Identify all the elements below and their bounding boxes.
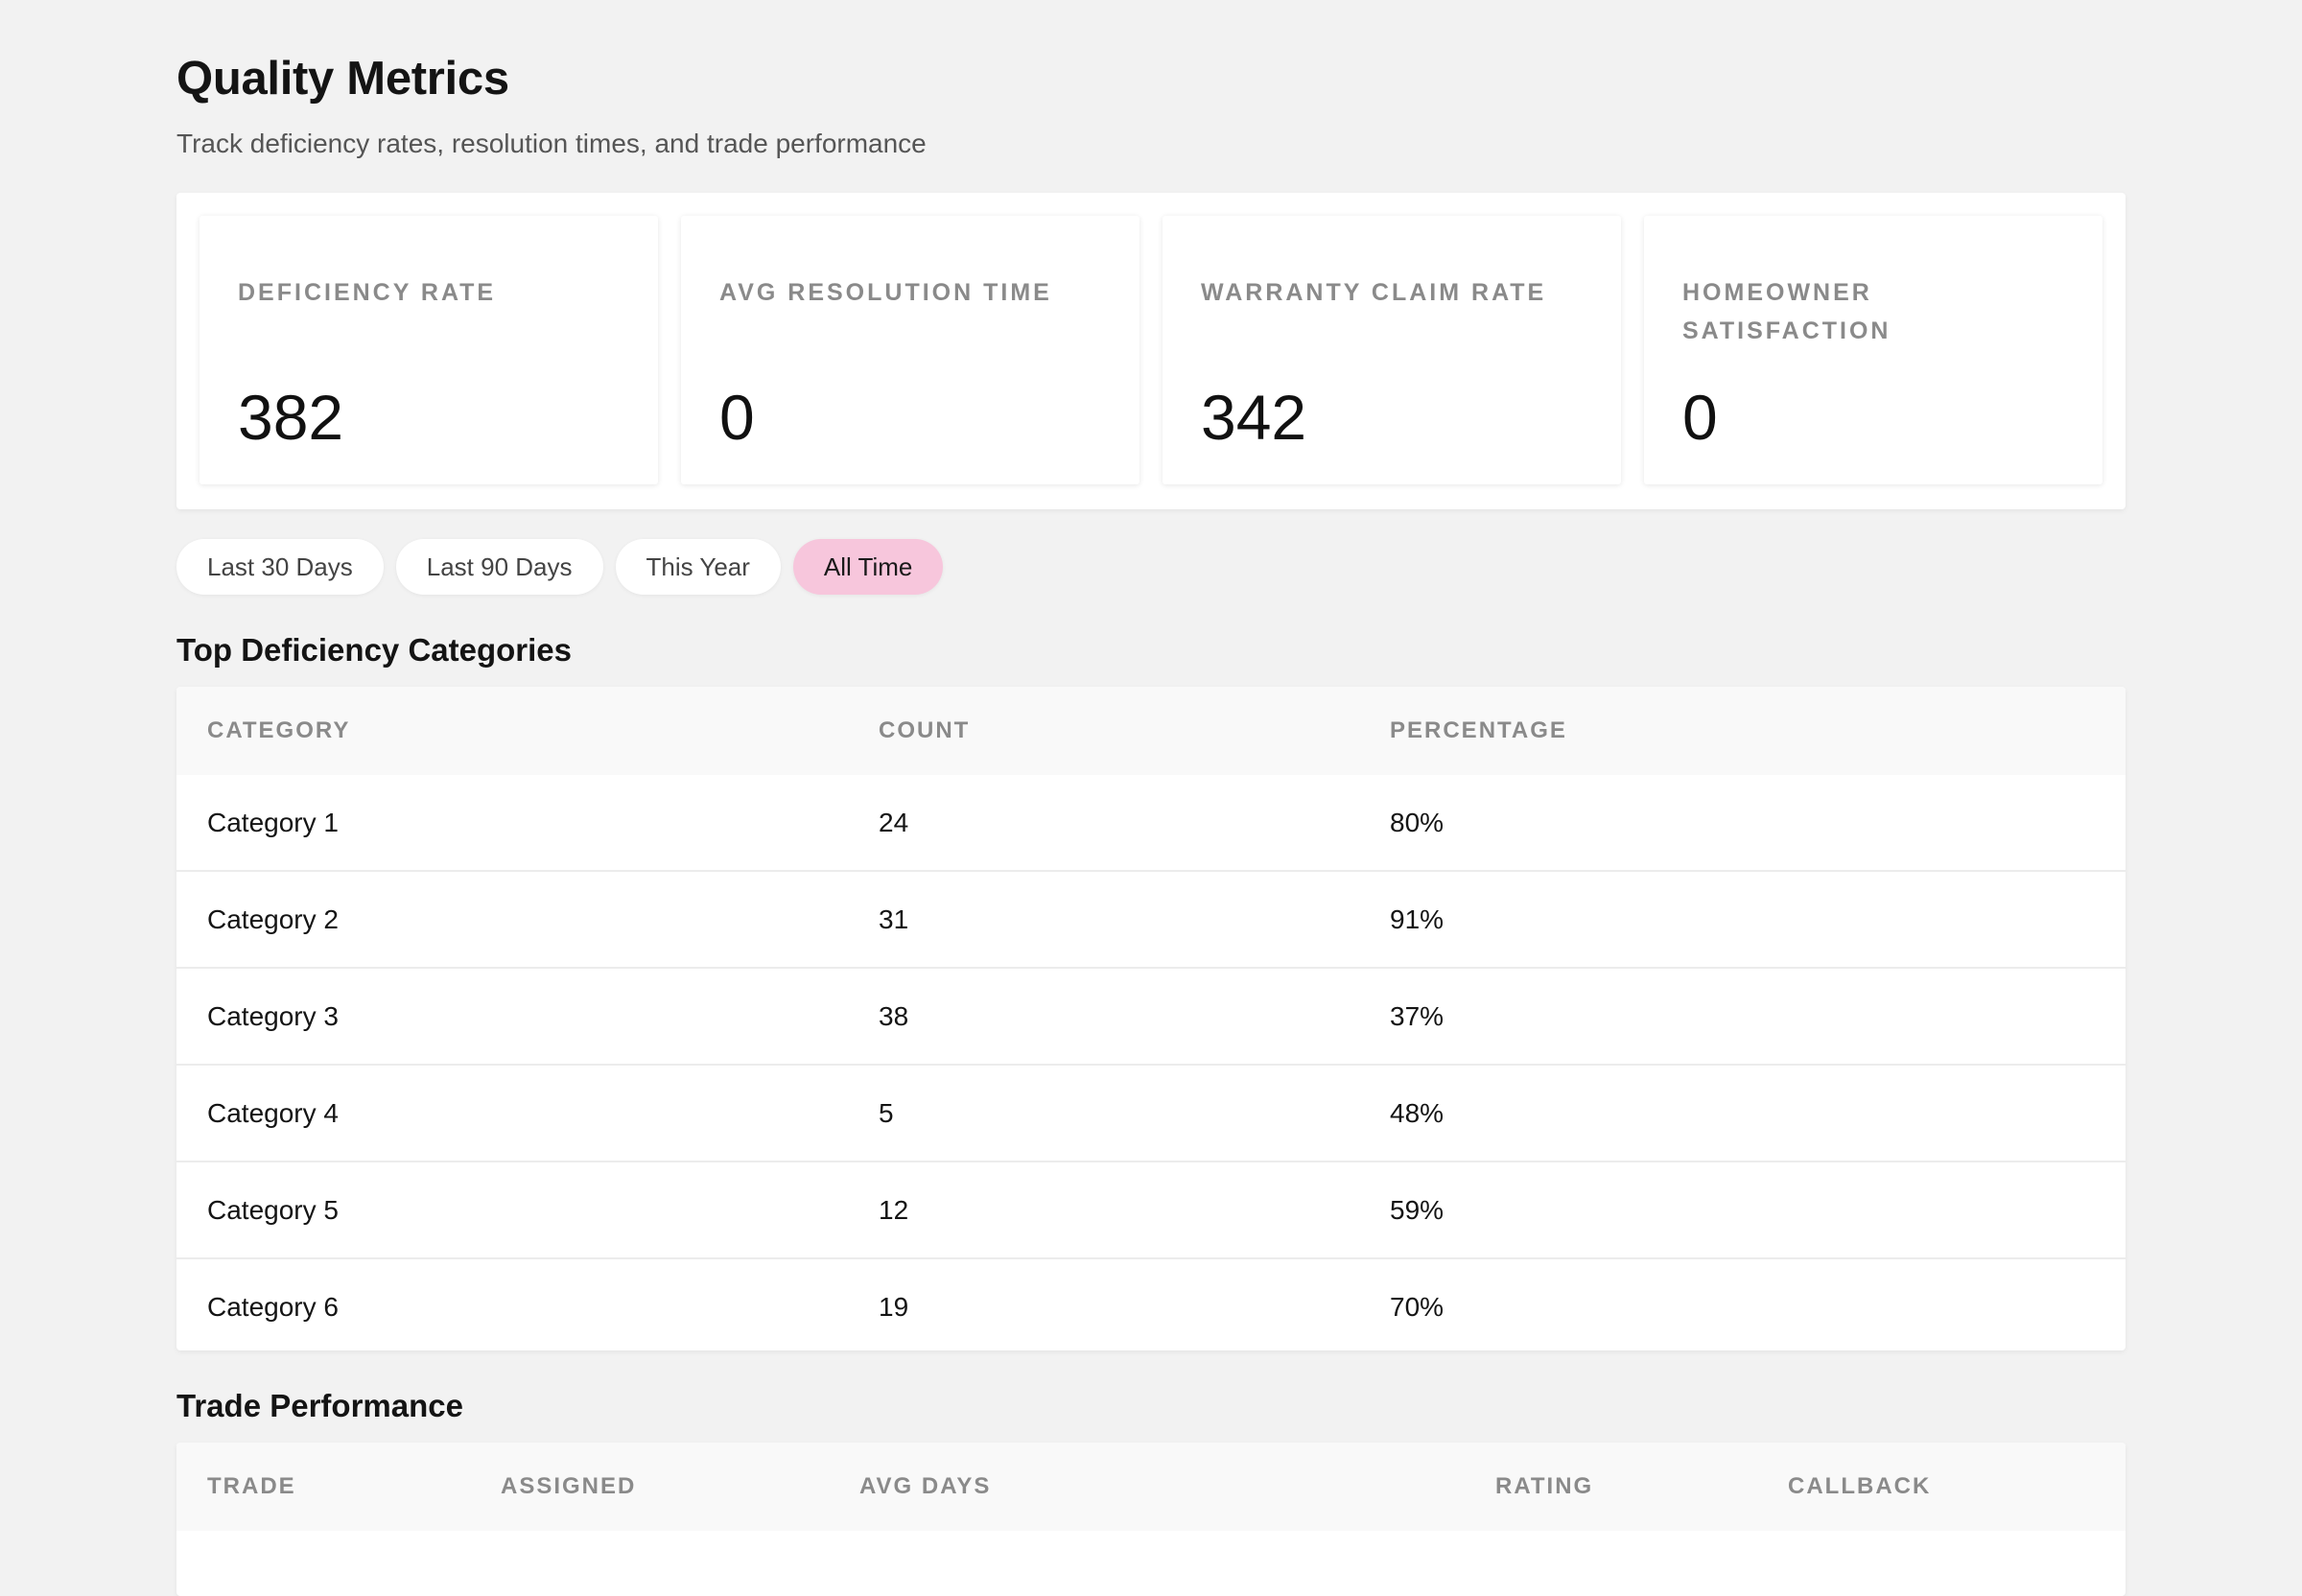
column-header-assigned[interactable]: ASSIGNED	[470, 1443, 829, 1531]
cell-count: 24	[879, 807, 909, 837]
cell-category: Category 2	[176, 870, 848, 968]
cell-category: Category 6	[176, 1257, 848, 1350]
cell-percentage: 91%	[1359, 870, 2126, 968]
table-row[interactable]: Category 4 5 48%	[176, 1064, 2126, 1162]
column-header-percentage[interactable]: PERCENTAGE	[1359, 687, 2126, 775]
cell-percentage: 80%	[1390, 807, 1445, 837]
table-header-row: CATEGORY COUNT PERCENTAGE	[176, 687, 2126, 775]
cell-percentage: 37%	[1359, 967, 2126, 1065]
metric-value: 382	[238, 382, 344, 453]
table-row[interactable]: Category 5 12 59%	[176, 1161, 2126, 1258]
section-title-trades: Trade Performance	[176, 1388, 463, 1423]
filter-last-30-days[interactable]: Last 30 Days	[176, 539, 384, 595]
metric-value: 0	[719, 382, 755, 453]
column-header-category[interactable]: CATEGORY	[176, 687, 848, 775]
filter-this-year[interactable]: This Year	[615, 539, 781, 595]
metric-card-avg-resolution-time: AVG RESOLUTION TIME 0	[681, 216, 1139, 484]
column-header-rating[interactable]: RATING	[1465, 1443, 1757, 1531]
metric-label: HOMEOWNER SATISFACTION	[1682, 279, 1891, 344]
table-row[interactable]: Category 6 19 70%	[176, 1257, 2126, 1350]
cell-count: 31	[848, 870, 1359, 968]
metric-label: DEFICIENCY RATE	[238, 279, 497, 306]
column-header-count[interactable]: COUNT	[848, 687, 1359, 775]
metric-value: 342	[1201, 382, 1307, 453]
metric-value: 0	[1682, 382, 1718, 453]
section-title-categories: Top Deficiency Categories	[176, 632, 573, 668]
cell-count: 5	[848, 1064, 1359, 1162]
column-header-trade[interactable]: TRADE	[176, 1443, 470, 1531]
filter-all-time[interactable]: All Time	[792, 539, 944, 595]
cell-percentage: 48%	[1359, 1064, 2126, 1162]
date-range-filters: Last 30 Days Last 90 Days This Year All …	[176, 539, 944, 595]
deficiency-categories-table: CATEGORY COUNT PERCENTAGE Category 1 24 …	[176, 687, 2126, 1350]
column-header-callback[interactable]: CALLBACK	[1757, 1443, 2126, 1531]
cell-category: Category 5	[176, 1161, 848, 1258]
page-title: Quality Metrics	[176, 53, 509, 105]
cell-count: 19	[848, 1257, 1359, 1350]
cell-percentage: 59%	[1359, 1161, 2126, 1258]
trade-performance-table: TRADE ASSIGNED AVG DAYS RATING CALLBACK	[176, 1443, 2126, 1596]
cell-category: Category 3	[176, 967, 848, 1065]
table-row[interactable]: Category 2 31 91%	[176, 870, 2126, 968]
metric-label: WARRANTY CLAIM RATE	[1201, 279, 1547, 306]
cell-count: 38	[848, 967, 1359, 1065]
column-header-avg-days[interactable]: AVG DAYS	[829, 1443, 1465, 1531]
cell-category: Category 1	[207, 807, 339, 837]
page-subtitle: Track deficiency rates, resolution times…	[176, 129, 927, 158]
metric-card-warranty-claim-rate: WARRANTY CLAIM RATE 342	[1163, 216, 1621, 484]
metric-card-deficiency-rate: DEFICIENCY RATE 382	[200, 216, 658, 484]
table-row[interactable]: Category 3 38 37%	[176, 967, 2126, 1065]
table-header-row: TRADE ASSIGNED AVG DAYS RATING CALLBACK	[176, 1443, 2126, 1531]
filter-last-90-days[interactable]: Last 90 Days	[395, 539, 603, 595]
table-row[interactable]: Category 1 24 80%	[176, 775, 2126, 871]
cell-count: 12	[848, 1161, 1359, 1258]
cell-percentage: 70%	[1359, 1257, 2126, 1350]
metrics-panel: DEFICIENCY RATE 382 AVG RESOLUTION TIME …	[176, 193, 2126, 509]
metric-card-homeowner-satisfaction: HOMEOWNER SATISFACTION 0	[1644, 216, 2102, 484]
cell-category: Category 4	[176, 1064, 848, 1162]
metric-label: AVG RESOLUTION TIME	[719, 279, 1052, 306]
